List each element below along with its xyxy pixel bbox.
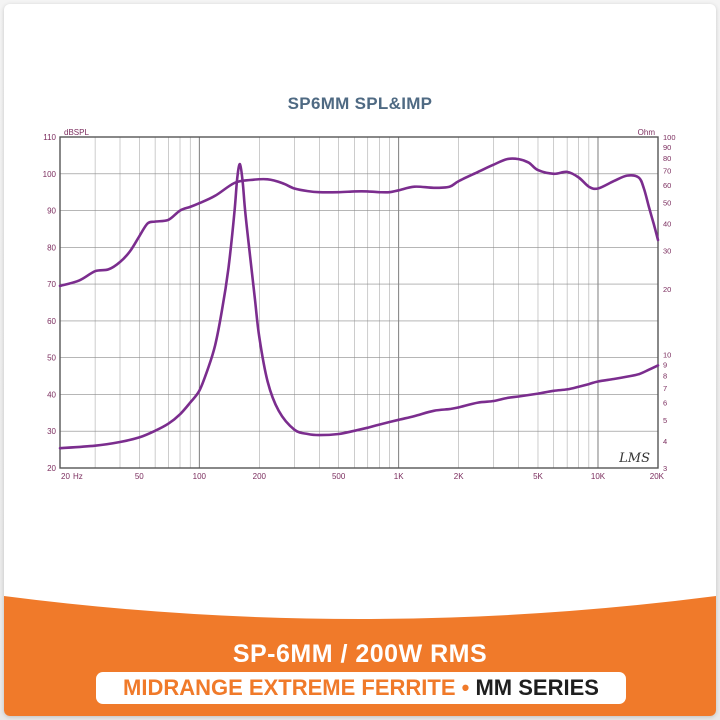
product-card: SP6MM SPL&IMP 20 30 40 50 60 70 80 90 100 110 dBSP… — [4, 4, 716, 716]
y-left-tick-label: 60 — [47, 317, 56, 326]
y-right-tick-label: 9 — [663, 360, 667, 369]
product-title: SP-6MM / 200W RMS — [232, 640, 488, 668]
y-right-tick-label: 40 — [663, 219, 671, 228]
x-tick-label: 20 — [61, 472, 70, 481]
product-subtitle-pill: MIDRANGE EXTREME FERRITE • MM SERIES — [96, 672, 626, 704]
y-right-axis-label: Ohm — [638, 128, 656, 137]
y-right-tick-label: 3 — [663, 464, 667, 473]
y-left-tick-label: 40 — [47, 390, 56, 399]
y-left-axis-label: dBSPL — [64, 128, 89, 137]
y-right-tick-label: 4 — [663, 437, 667, 446]
y-right-tick-label: 20 — [663, 285, 671, 294]
y-left-tick-label: 80 — [47, 243, 56, 252]
y-right-tick-label: 80 — [663, 154, 671, 163]
y-right-tick-label: 90 — [663, 143, 671, 152]
y-right-tick-label: 30 — [663, 247, 671, 256]
y-left-tick-label: 70 — [47, 280, 56, 289]
y-right-tick-label: 5 — [663, 416, 667, 425]
product-series: MM SERIES — [475, 675, 599, 700]
chart-title: SP6MM SPL&IMP — [287, 94, 433, 113]
impedance-curve — [58, 162, 660, 450]
y-left-tick-label: 100 — [43, 170, 57, 179]
y-left-tick-label: 50 — [47, 354, 56, 363]
x-tick-label: 2K — [454, 472, 464, 481]
x-tick-label: 5K — [533, 472, 543, 481]
y-right-tick-label: 50 — [663, 198, 671, 207]
y-right-tick-label: 8 — [663, 371, 667, 380]
product-type: MIDRANGE EXTREME FERRITE — [123, 675, 456, 700]
y-right-tick-label: 7 — [663, 384, 667, 393]
x-tick-label: 200 — [253, 472, 267, 481]
y-right-tick-label: 10 — [663, 350, 671, 359]
y-left-tick-label: 20 — [47, 464, 56, 473]
y-left-tick-label: 90 — [47, 207, 56, 216]
x-tick-label: 100 — [193, 472, 207, 481]
y-left-tick-label: 110 — [43, 133, 56, 142]
plot-border — [59, 136, 659, 469]
spl-curve — [58, 157, 660, 288]
x-tick-label: 1K — [394, 472, 404, 481]
x-axis-unit-label: Hz — [73, 472, 83, 481]
separator-dot: • — [461, 675, 470, 700]
y-right-tick-label: 70 — [663, 167, 671, 176]
x-tick-label: 500 — [332, 472, 346, 481]
x-tick-label: 50 — [135, 472, 144, 481]
x-tick-label: 20K — [650, 472, 665, 481]
frequency-response-chart: 2030405060708090100110dBSPL3456789102030… — [43, 128, 676, 481]
y-right-tick-label: 100 — [663, 133, 676, 142]
y-left-tick-label: 30 — [47, 427, 56, 436]
plot-area — [60, 137, 658, 468]
x-tick-label: 10K — [591, 472, 606, 481]
y-right-tick-label: 6 — [663, 399, 667, 408]
lms-watermark: LMS — [618, 451, 650, 466]
y-right-tick-label: 60 — [663, 181, 671, 190]
